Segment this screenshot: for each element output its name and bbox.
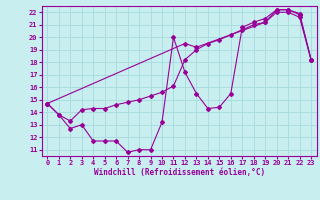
X-axis label: Windchill (Refroidissement éolien,°C): Windchill (Refroidissement éolien,°C) [94, 168, 265, 177]
